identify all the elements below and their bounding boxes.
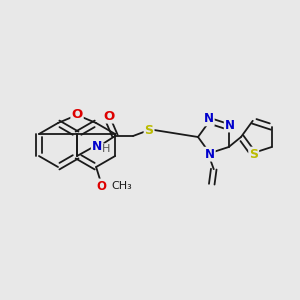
Text: N: N bbox=[225, 118, 235, 131]
Text: S: S bbox=[249, 148, 258, 161]
Text: O: O bbox=[71, 109, 83, 122]
Text: S: S bbox=[145, 124, 154, 136]
Text: O: O bbox=[96, 179, 106, 193]
Text: N: N bbox=[205, 148, 215, 161]
Text: N: N bbox=[92, 140, 102, 152]
Text: N: N bbox=[204, 112, 214, 125]
Text: CH₃: CH₃ bbox=[111, 181, 132, 191]
Text: O: O bbox=[103, 110, 115, 122]
Text: H: H bbox=[102, 144, 110, 154]
